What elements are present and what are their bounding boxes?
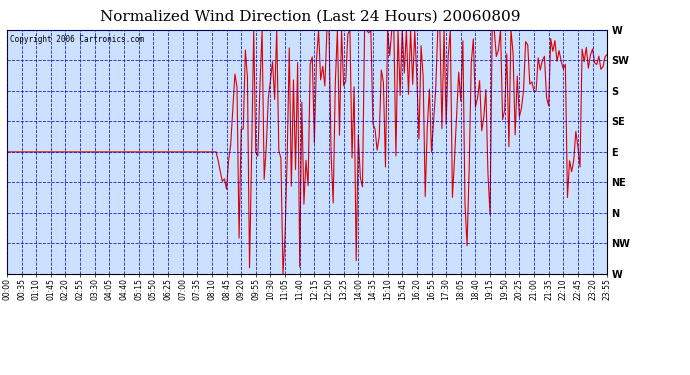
Text: Normalized Wind Direction (Last 24 Hours) 20060809: Normalized Wind Direction (Last 24 Hours… (100, 9, 521, 23)
Text: Copyright 2006 Cartronics.com: Copyright 2006 Cartronics.com (10, 35, 144, 44)
